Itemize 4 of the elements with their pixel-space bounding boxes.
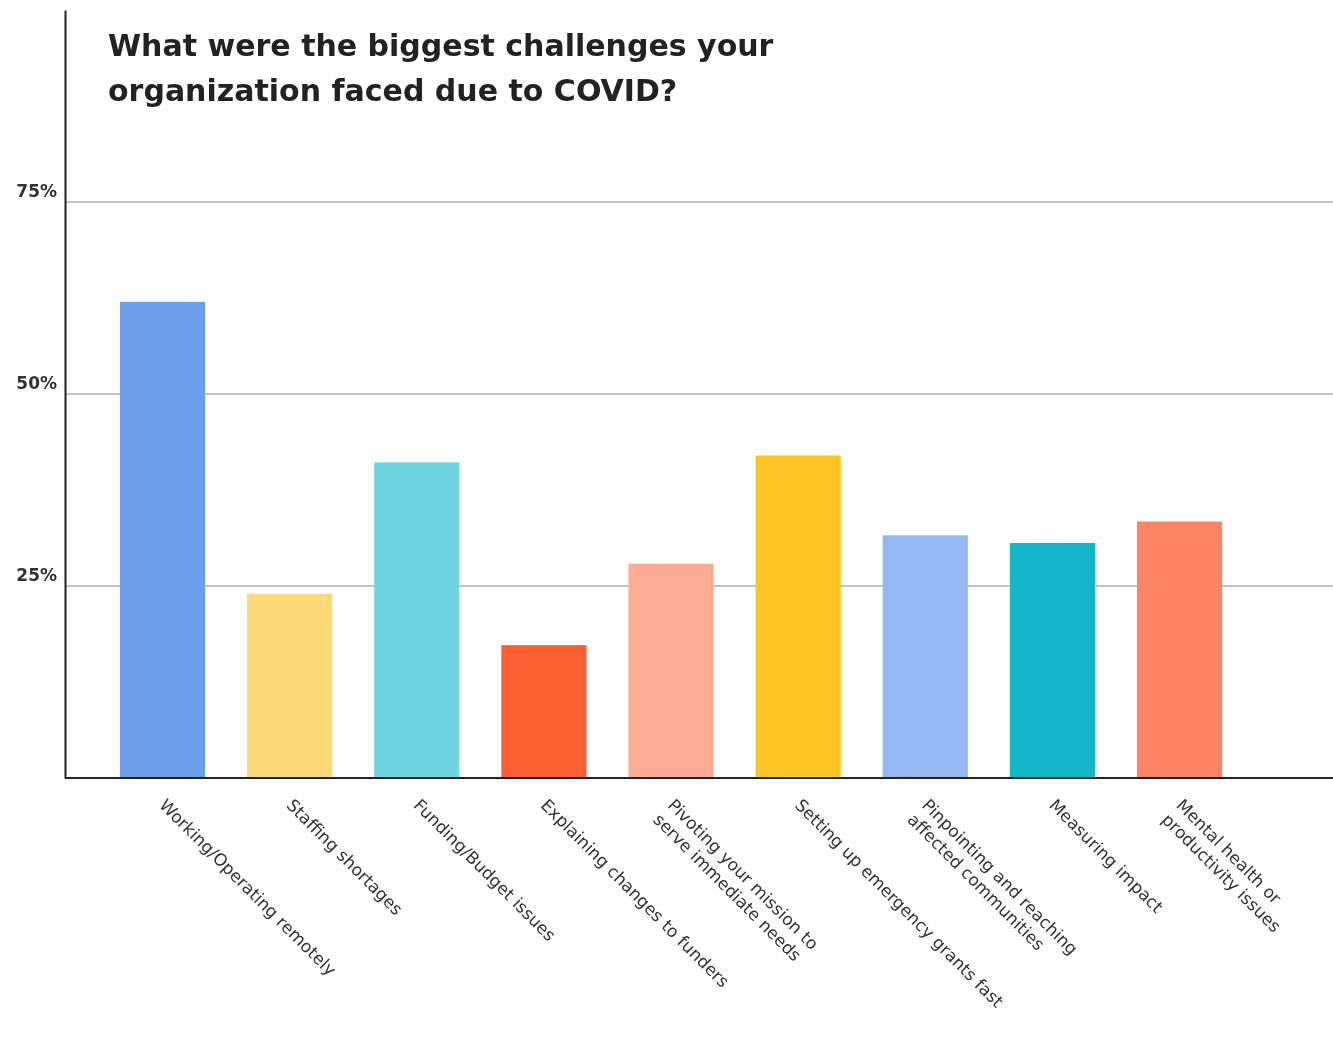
y-tick-label: 75% [16, 181, 57, 202]
y-tick-label: 50% [16, 373, 57, 394]
y-tick-label: 25% [16, 565, 57, 586]
text: What were the biggest challenges your organization faced due to COVID? [108, 28, 774, 108]
